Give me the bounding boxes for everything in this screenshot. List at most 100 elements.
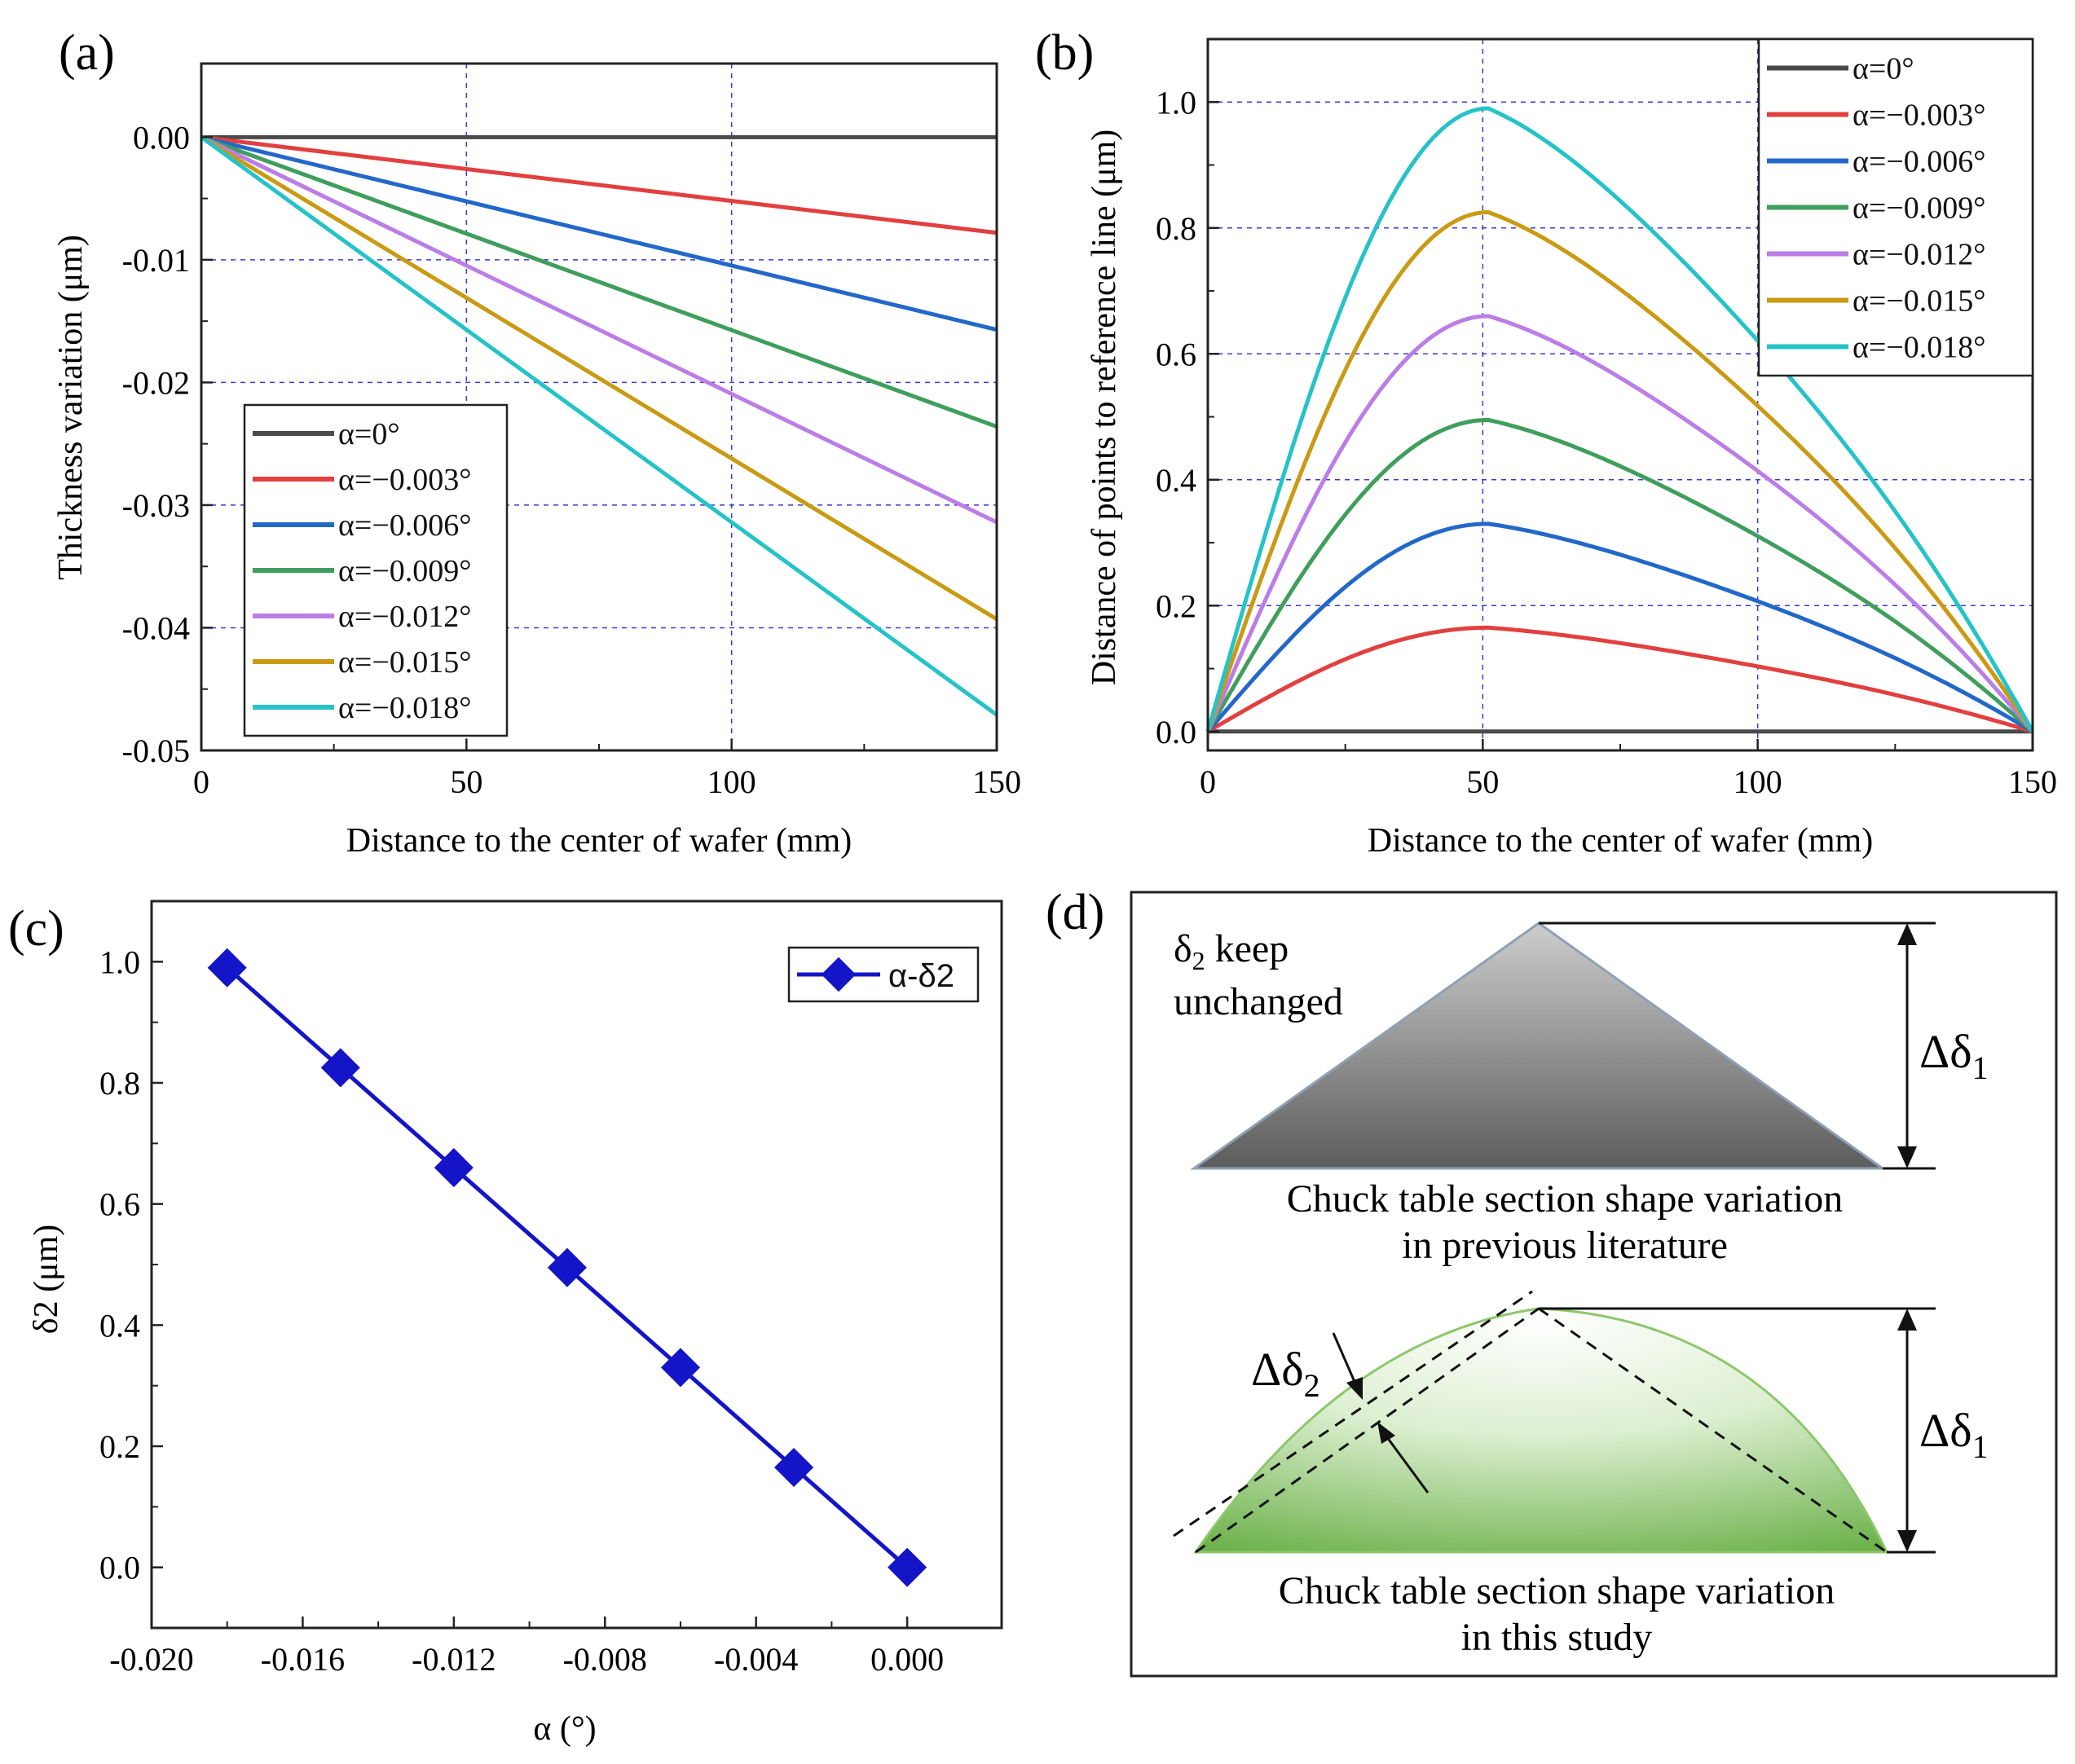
top-note-delta: δ <box>1174 927 1192 970</box>
y-tick-label: 0.6 <box>1156 336 1196 372</box>
bottom-arrow-up <box>1897 1309 1917 1331</box>
top-delta1-subscript: 1 <box>1972 1049 1989 1086</box>
series-line <box>200 134 998 332</box>
x-tick-label: -0.012 <box>412 1641 496 1678</box>
delta2-subscript: 2 <box>1304 1367 1320 1404</box>
legend-label: α=−0.018° <box>1853 331 1985 365</box>
panel-b-series <box>1205 106 2035 734</box>
top-arrow-down <box>1897 1146 1917 1168</box>
y-tick-label: -0.05 <box>122 732 190 769</box>
y-tick-label: 1.0 <box>1156 84 1196 121</box>
grey-triangle <box>1190 922 1887 1170</box>
series-line <box>200 134 998 235</box>
panel-c-series <box>207 948 927 1587</box>
y-tick-label: 0.0 <box>1156 714 1196 750</box>
series-line <box>200 135 998 622</box>
x-tick-label: 0.000 <box>870 1641 944 1678</box>
panel-a-x-axis-label: Distance to the center of wafer (mm) <box>346 822 852 860</box>
top-note-line2: unchanged <box>1174 980 1343 1023</box>
panel-d-schematic: (d) Δδ1 δ2 keep unchanged Chuck table se… <box>1046 885 2058 1678</box>
panel-d-frame <box>1130 891 2058 1678</box>
x-tick-label: 150 <box>972 763 1021 800</box>
delta2-arrow-top <box>1346 1377 1363 1400</box>
bottom-caption-line2: in this study <box>1461 1616 1653 1659</box>
y-tick-label: 0.4 <box>99 1307 140 1344</box>
panel-c-ticks: -0.020 -0.016 -0.012 -0.008 -0.004 0.000 0.0 0.… <box>99 944 944 1678</box>
panel-b-label: (b) <box>1035 25 1094 81</box>
y-tick-label: 1.0 <box>99 944 140 980</box>
legend-label: α=0° <box>338 417 400 451</box>
panel-a-y-axis-label: Thickness variation (μm) <box>52 235 90 580</box>
y-tick-label: 0.8 <box>1156 210 1196 247</box>
panel-c-label: (c) <box>8 901 64 957</box>
y-tick-label: -0.02 <box>122 364 190 401</box>
bottom-delta1-subscript: 1 <box>1972 1428 1989 1465</box>
x-tick-label: 100 <box>1734 763 1782 800</box>
tangent-dashed-line <box>1173 1290 1533 1537</box>
bottom-delta1-symbol: Δδ <box>1919 1404 1972 1457</box>
panel-b-legend: α=0° α=−0.003° α=−0.006° α=−0.009° α=−0.012°… <box>1757 37 2034 377</box>
panel-a-series <box>200 134 998 717</box>
y-tick-label: 0.8 <box>99 1065 140 1102</box>
y-tick-label: 0.4 <box>1156 462 1196 499</box>
delta2-leader-top <box>1332 1332 1359 1390</box>
y-tick-label: 0.0 <box>99 1550 140 1586</box>
y-tick-label: 0.00 <box>133 119 190 156</box>
delta2-label: Δδ2 <box>1251 1343 1320 1404</box>
y-tick-label: 0.2 <box>99 1428 140 1465</box>
series-curve <box>1205 209 2035 733</box>
y-tick-label: 0.2 <box>1156 587 1196 624</box>
panel-b-chart: (b) 0 50 100 150 0.0 0.2 0.4 0.6 0.8 1.0 Distance… <box>1035 25 2057 860</box>
right-dashed-line <box>1538 1307 1888 1554</box>
y-tick-label: 0.6 <box>99 1186 140 1223</box>
panel-c-x-axis-label: α (°) <box>533 1710 596 1748</box>
legend-label: α=−0.006° <box>1853 145 1985 179</box>
panel-b-x-axis-label: Distance to the center of wafer (mm) <box>1368 822 1873 860</box>
x-tick-label: 100 <box>707 763 756 800</box>
top-note-keep: keep <box>1205 927 1289 970</box>
top-note-subscript: 2 <box>1192 946 1205 975</box>
legend-label: α=−0.015° <box>338 645 471 680</box>
x-tick-label: -0.016 <box>261 1641 345 1678</box>
series-curve <box>1206 521 2034 733</box>
delta2-arrow-bottom <box>1377 1422 1395 1444</box>
legend-label: α=−0.009° <box>1853 191 1985 226</box>
series-line <box>200 134 998 429</box>
panel-b-y-axis-label: Distance of points to reference line (μm… <box>1086 130 1123 686</box>
panel-c-chart: (c) -0.020 -0.016 -0.012 -0.008 -0.004 0.000 0… <box>8 900 1003 1748</box>
legend-label: α=−0.015° <box>1853 284 1985 319</box>
series-curve <box>1205 106 2035 733</box>
panel-c-legend-marker <box>821 957 857 992</box>
series-curve <box>1205 314 2034 733</box>
bottom-arrow-down <box>1897 1530 1917 1552</box>
top-delta1-label: Δδ1 <box>1919 1025 1989 1086</box>
y-tick-label: -0.04 <box>122 609 190 646</box>
panel-c-y-axis-label: δ2 (μm) <box>28 1225 65 1334</box>
series-line <box>200 135 998 525</box>
top-caption-line2: in previous literature <box>1402 1224 1728 1267</box>
panel-a-legend: α=0° α=−0.003° α=−0.006° α=−0.009° α=−0.012°… <box>243 403 509 737</box>
x-tick-label: -0.020 <box>109 1641 193 1678</box>
legend-label: α=−0.003° <box>1853 99 1985 133</box>
x-tick-label: 0 <box>1200 763 1216 800</box>
panel-d-label: (d) <box>1046 885 1104 940</box>
bottom-delta1-label: Δδ1 <box>1919 1404 1989 1465</box>
top-delta1-symbol: Δδ <box>1919 1025 1972 1078</box>
x-tick-label: 150 <box>2008 763 2057 800</box>
legend-label: α=−0.012° <box>338 600 471 634</box>
delta2-symbol: Δδ <box>1251 1343 1304 1396</box>
panel-b-ticks: 0 50 100 150 0.0 0.2 0.4 0.6 0.8 1.0 <box>1156 84 2057 800</box>
delta2-leader-bottom <box>1383 1433 1430 1493</box>
panel-c-legend-label: α-δ2 <box>888 958 954 994</box>
panel-c-legend: α-δ2 <box>787 946 980 1003</box>
x-tick-label: 50 <box>450 763 482 800</box>
top-caption-line1: Chuck table section shape variation <box>1287 1177 1843 1221</box>
top-note-line1: δ2 keep <box>1174 927 1289 975</box>
legend-label: α=−0.018° <box>338 691 471 725</box>
bottom-caption-line1: Chuck table section shape variation <box>1279 1569 1835 1612</box>
x-tick-label: 50 <box>1466 763 1499 800</box>
panel-a-label: (a) <box>59 25 115 81</box>
panel-a-chart: (a) 0 50 100 150 0.00 -0.01 -0.02 -0.03 -0.04 -0.… <box>52 25 1021 860</box>
y-tick-label: -0.03 <box>122 487 190 524</box>
x-tick-label: -0.008 <box>563 1641 647 1678</box>
